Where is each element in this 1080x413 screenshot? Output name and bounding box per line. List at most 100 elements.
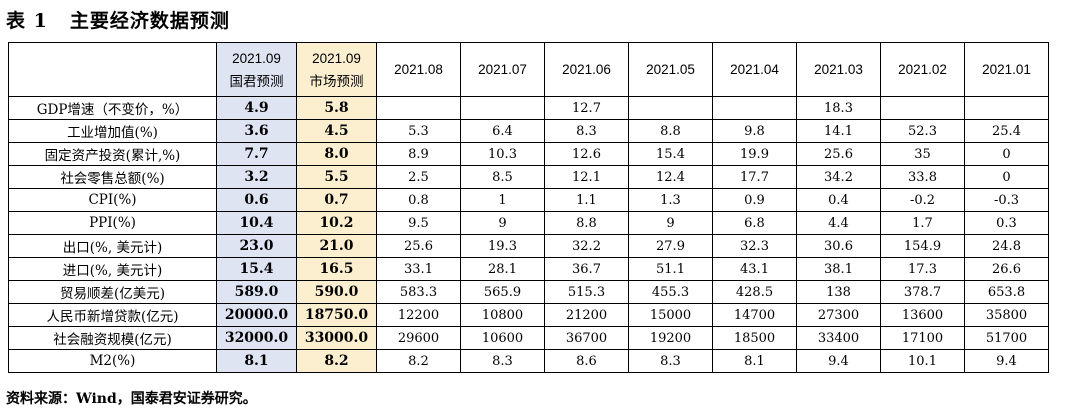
market-forecast-cell: 10.2 xyxy=(296,211,377,235)
value-cell: 428.5 xyxy=(712,280,797,304)
value-cell: 19.9 xyxy=(712,142,797,166)
table-row: 进口(%, 美元计) 15.4 16.5 33.1 28.1 36.7 51.1 43.1 38… xyxy=(8,257,1049,281)
value-cell: 138 xyxy=(796,280,881,304)
market-forecast-cell: 16.5 xyxy=(296,257,377,281)
gtja-forecast-cell: 23.0 xyxy=(216,234,297,258)
value-cell: 33.1 xyxy=(376,257,461,281)
value-cell: 9.4 xyxy=(796,349,881,373)
header-month: 2021.01 xyxy=(964,42,1049,97)
value-cell: 14.1 xyxy=(796,119,881,143)
value-cell: 17.7 xyxy=(712,165,797,189)
header-row: 2021.09 国君预测 2021.09 市场预测 2021.08 2021.07… xyxy=(8,42,1049,97)
value-cell: 51700 xyxy=(964,326,1049,350)
row-label: 工业增加值(%) xyxy=(8,119,217,143)
header-gtja-period: 2021.09 xyxy=(232,50,281,66)
market-forecast-cell: 4.5 xyxy=(296,119,377,143)
value-cell: 565.9 xyxy=(460,280,545,304)
market-forecast-cell: 18750.0 xyxy=(296,303,377,327)
market-forecast-cell: 33000.0 xyxy=(296,326,377,350)
header-month: 2021.03 xyxy=(796,42,881,97)
value-cell: 4.4 xyxy=(796,211,881,235)
value-cell: 18500 xyxy=(712,326,797,350)
value-cell: 0.8 xyxy=(376,188,461,212)
table-number: 表 1 xyxy=(6,9,48,32)
value-cell: 9 xyxy=(460,211,545,235)
value-cell: 21200 xyxy=(544,303,629,327)
table-title: 表 1 主要经济数据预测 xyxy=(6,6,230,32)
header-month: 2021.08 xyxy=(376,42,461,97)
value-cell: 8.5 xyxy=(460,165,545,189)
value-cell: 12.6 xyxy=(544,142,629,166)
row-label: CPI(%) xyxy=(8,188,217,212)
header-gtja-name: 国君预测 xyxy=(229,73,284,89)
row-label: 社会零售总额(%) xyxy=(8,165,217,189)
value-cell: 653.8 xyxy=(964,280,1049,304)
value-cell: 8.9 xyxy=(376,142,461,166)
value-cell: 36700 xyxy=(544,326,629,350)
header-market-name: 市场预测 xyxy=(309,73,364,89)
table-row: M2(%) 8.1 8.2 8.2 8.3 8.6 8.3 8.1 9.4 10.1 9.4 xyxy=(8,349,1049,373)
value-cell: 0.4 xyxy=(796,188,881,212)
value-cell: 43.1 xyxy=(712,257,797,281)
header-month: 2021.04 xyxy=(712,42,797,97)
value-cell: 8.3 xyxy=(544,119,629,143)
row-label: GDP增速（不变价，%） xyxy=(8,96,217,120)
table-row: GDP增速（不变价，%） 4.9 5.8 12.7 18.3 xyxy=(8,96,1049,120)
gtja-forecast-cell: 15.4 xyxy=(216,257,297,281)
header-market-period: 2021.09 xyxy=(312,50,361,66)
gtja-forecast-cell: 4.9 xyxy=(216,96,297,120)
row-label: 固定资产投资(累计,%) xyxy=(8,142,217,166)
value-cell: 28.1 xyxy=(460,257,545,281)
gtja-forecast-cell: 8.1 xyxy=(216,349,297,373)
value-cell: 9.5 xyxy=(376,211,461,235)
value-cell: 8.6 xyxy=(544,349,629,373)
header-month: 2021.02 xyxy=(880,42,965,97)
value-cell: 378.7 xyxy=(880,280,965,304)
value-cell: 0 xyxy=(964,142,1049,166)
value-cell: 14700 xyxy=(712,303,797,327)
value-cell: 8.8 xyxy=(544,211,629,235)
market-forecast-cell: 21.0 xyxy=(296,234,377,258)
value-cell: 24.8 xyxy=(964,234,1049,258)
value-cell: 17100 xyxy=(880,326,965,350)
gtja-forecast-cell: 589.0 xyxy=(216,280,297,304)
value-cell: 583.3 xyxy=(376,280,461,304)
table-row: 人民币新增贷款(亿元) 20000.0 18750.0 12200 10800 21200… xyxy=(8,303,1049,327)
row-label: 社会融资规模(亿元) xyxy=(8,326,217,350)
header-month: 2021.06 xyxy=(544,42,629,97)
value-cell: 18.3 xyxy=(796,96,881,120)
value-cell: 15.4 xyxy=(628,142,713,166)
value-cell: 12.7 xyxy=(544,96,629,120)
value-cell: 17.3 xyxy=(880,257,965,281)
row-label: 贸易顺差(亿美元) xyxy=(8,280,217,304)
value-cell: 10800 xyxy=(460,303,545,327)
table-row: CPI(%) 0.6 0.7 0.8 1 1.1 1.3 0.9 0.4 -0.2 -0.3 xyxy=(8,188,1049,212)
value-cell: 35800 xyxy=(964,303,1049,327)
table-caption: 主要经济数据预测 xyxy=(69,9,230,32)
value-cell: 34.2 xyxy=(796,165,881,189)
value-cell: -0.3 xyxy=(964,188,1049,212)
value-cell: 15000 xyxy=(628,303,713,327)
table-row: 固定资产投资(累计,%) 7.7 8.0 8.9 10.3 12.6 15.4 19.9 25.… xyxy=(8,142,1049,166)
economic-forecast-table: 2021.09 国君预测 2021.09 市场预测 2021.08 2021.07… xyxy=(8,42,1049,373)
value-cell: 8.3 xyxy=(628,349,713,373)
value-cell: 1.1 xyxy=(544,188,629,212)
value-cell: 5.3 xyxy=(376,119,461,143)
table-row: 工业增加值(%) 3.6 4.5 5.3 6.4 8.3 8.8 9.8 14.1 52.3 25.… xyxy=(8,119,1049,143)
value-cell: 515.3 xyxy=(544,280,629,304)
value-cell: 1 xyxy=(460,188,545,212)
value-cell: 9.8 xyxy=(712,119,797,143)
value-cell xyxy=(376,96,461,120)
row-label: 进口(%, 美元计) xyxy=(8,257,217,281)
market-forecast-cell: 5.5 xyxy=(296,165,377,189)
value-cell: 0 xyxy=(964,165,1049,189)
value-cell xyxy=(628,96,713,120)
row-label: 出口(%, 美元计) xyxy=(8,234,217,258)
value-cell: 19.3 xyxy=(460,234,545,258)
value-cell: 8.2 xyxy=(376,349,461,373)
market-forecast-cell: 8.2 xyxy=(296,349,377,373)
row-label: M2(%) xyxy=(8,349,217,373)
value-cell: 2.5 xyxy=(376,165,461,189)
header-month: 2021.05 xyxy=(628,42,713,97)
gtja-forecast-cell: 10.4 xyxy=(216,211,297,235)
